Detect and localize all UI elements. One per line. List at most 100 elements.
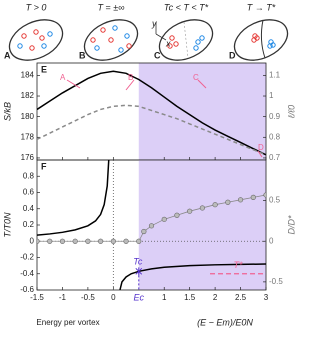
plots: E 176 178 180 182 184 0.7 0.8 0.9 1 1.1 S/kB ℓ/ℓ0 F -0… xyxy=(2,62,296,327)
x-tick-label: 0 xyxy=(111,293,116,302)
annotation: D xyxy=(258,143,264,152)
series-marker xyxy=(187,208,193,214)
series-line xyxy=(37,160,266,290)
y-tick-label: 0.8 xyxy=(23,171,35,180)
x-tick-label: 2.5 xyxy=(235,293,247,302)
x-tick-label: 1 xyxy=(162,293,167,302)
series-marker xyxy=(47,238,53,244)
x-axis-label: (E − Em)/E0N xyxy=(197,317,253,327)
critical-x-label: Ec xyxy=(134,292,145,302)
x-tick-label: -1 xyxy=(59,293,67,302)
y-tick-label: -0.6 xyxy=(20,285,34,294)
series-line xyxy=(37,104,266,156)
domain xyxy=(233,19,289,61)
vortex xyxy=(124,33,130,39)
y2-axis-label: ℓ/ℓ0 xyxy=(286,105,296,119)
y-axis-label: S/kB xyxy=(2,102,12,121)
y2-axis-label: D/D* xyxy=(286,215,296,234)
domain xyxy=(8,19,64,61)
y2-tick-label: 0.5 xyxy=(269,196,281,205)
schematic-panels: T > 0 A T = ±∞ B Tc < T < T* Cyx T → T* D xyxy=(4,2,289,61)
vortex xyxy=(17,43,23,49)
vortex xyxy=(112,25,118,31)
vortex xyxy=(251,37,257,43)
vortex xyxy=(267,43,273,49)
y-tick-label: 184 xyxy=(21,70,35,79)
annotation: B xyxy=(128,73,133,82)
plot-E: E 176 178 180 182 184 0.7 0.8 0.9 1 1.1 S/kB ℓ/ℓ0 xyxy=(2,62,296,162)
x-axis-label: Energy per vortex xyxy=(36,318,99,327)
series-layer xyxy=(37,160,266,290)
panel-letter: C xyxy=(154,50,161,60)
y2-tick-label: 0.7 xyxy=(269,153,281,162)
series-marker xyxy=(123,238,129,244)
domain-pinch xyxy=(260,19,266,59)
panel-title: T → T* xyxy=(247,2,276,12)
x-tick-label: -0.5 xyxy=(81,293,95,302)
vortex xyxy=(90,37,96,43)
x-tick-label: 1.5 xyxy=(184,293,196,302)
series-marker xyxy=(161,216,167,222)
y-tick-label: 0 xyxy=(30,236,35,245)
y-tick-label: 178 xyxy=(21,132,35,141)
shaded-region xyxy=(138,160,266,290)
panel-title: Tc < T < T* xyxy=(164,2,209,12)
series-marker xyxy=(225,199,231,205)
panel-letter: E xyxy=(41,64,47,74)
axes-glyph xyxy=(155,22,167,41)
plot-F: F -0.6 -0.4 -0.2 0 0.2 0.4 0.6 0.8 -0.5 0 0.5 -1.5 -1… xyxy=(2,159,296,327)
vortex xyxy=(169,35,175,41)
series-marker xyxy=(72,238,78,244)
vortex xyxy=(47,31,53,37)
y-tick-label: 180 xyxy=(21,112,35,121)
vortex xyxy=(39,35,45,41)
y-tick-label: -0.4 xyxy=(20,269,34,278)
series-layer xyxy=(37,70,266,156)
vortex xyxy=(33,29,39,35)
vortex xyxy=(94,45,100,51)
panel-letter: A xyxy=(4,50,11,60)
critical-point xyxy=(135,267,143,276)
y-tick-label: 0.6 xyxy=(23,188,35,197)
vortex xyxy=(173,41,179,47)
panel-title: T > 0 xyxy=(26,2,47,12)
panel-letter: D xyxy=(229,50,236,60)
series-marker xyxy=(85,238,91,244)
series-marker xyxy=(141,228,147,235)
y-axis-label: T/T0N xyxy=(2,212,12,238)
critical-point-label: Tc xyxy=(133,257,143,267)
vortex xyxy=(167,43,173,49)
vortex xyxy=(29,45,35,51)
annotation: A xyxy=(60,73,66,82)
vortex xyxy=(41,43,47,49)
vortex xyxy=(126,43,132,49)
panel-letter: F xyxy=(41,161,47,171)
series-marker xyxy=(110,238,116,244)
vortex xyxy=(193,45,199,51)
vortex xyxy=(108,37,114,43)
vortex xyxy=(199,35,205,41)
series-line xyxy=(37,70,266,156)
y2-tick-label: 1 xyxy=(269,91,274,100)
series-marker xyxy=(37,238,40,244)
series-marker xyxy=(59,238,66,244)
series-marker xyxy=(136,238,142,244)
axis-glyph-label: y xyxy=(151,18,157,28)
series-marker xyxy=(148,223,155,229)
y-tick-label: 176 xyxy=(21,153,35,162)
series-marker xyxy=(237,197,244,203)
y2-tick-label: 0 xyxy=(269,236,274,245)
vortex xyxy=(118,47,124,53)
annotation-arrow xyxy=(66,79,263,158)
y-tick-label: 0.2 xyxy=(23,220,35,229)
panel-letter: B xyxy=(79,50,86,60)
series-marker xyxy=(174,212,180,218)
axis-glyph-label: x xyxy=(165,38,171,48)
vortex xyxy=(100,27,106,33)
figure: T > 0 A T = ±∞ B Tc < T < T* Cyx T → T* D E 176 1… xyxy=(2,2,296,327)
x-tick-label: 2 xyxy=(213,293,218,302)
y2-tick-label: 1.1 xyxy=(269,70,281,79)
series-marker xyxy=(263,192,266,198)
series-marker xyxy=(250,194,256,200)
vortex xyxy=(270,42,276,48)
